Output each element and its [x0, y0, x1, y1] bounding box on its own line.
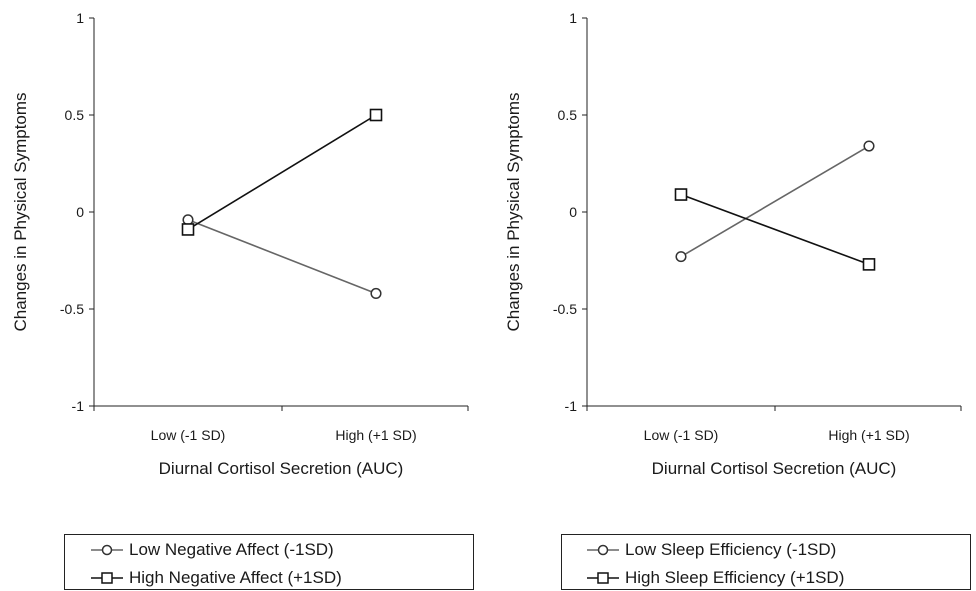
- circle-marker-icon: [91, 544, 123, 556]
- legend-label: Low Negative Affect (-1SD): [129, 540, 334, 559]
- y-axis-title: Changes in Physical Symptoms: [11, 92, 30, 331]
- y-tick-label: -1: [565, 398, 578, 414]
- y-tick-label: -0.5: [60, 301, 84, 317]
- y-tick-label: 1: [569, 10, 577, 26]
- square-marker-icon: [587, 572, 619, 584]
- chart-panel-sleep-efficiency: -1 -0.5 0 0.5 1 Low (-1 SD) High (+1 SD) Diurna…: [493, 0, 976, 590]
- square-marker-icon: [91, 572, 123, 584]
- legend-entry-high: High Sleep Efficiency (+1SD): [586, 565, 844, 591]
- chart-svg: -1 -0.5 0 0.5 1 Low (-1 SD) High (+1 SD) Diurna…: [11, 10, 469, 478]
- data-point-square: [181, 223, 195, 236]
- data-point-circle: [370, 287, 382, 300]
- chart-svg: -1 -0.5 0 0.5 1 Low (-1 SD) High (+1 SD) Diurna…: [504, 10, 962, 478]
- series-line-high: [680, 193, 870, 266]
- circle-marker-icon: [587, 544, 619, 556]
- x-tick-label: Low (-1 SD): [644, 427, 719, 443]
- y-tick-label: -0.5: [553, 301, 577, 317]
- y-tick-label: 0: [569, 204, 577, 220]
- chart-panel-negative-affect: -1 -0.5 0 0.5 1 Low (-1 SD) High (+1 SD) Diurna…: [0, 0, 488, 590]
- legend-label: High Sleep Efficiency (+1SD): [625, 568, 845, 587]
- data-point-square: [674, 188, 688, 201]
- y-axis-title: Changes in Physical Symptoms: [504, 92, 523, 331]
- x-tick-label: Low (-1 SD): [151, 427, 226, 443]
- x-axis-title: Diurnal Cortisol Secretion (AUC): [159, 459, 404, 478]
- x-tick-label: High (+1 SD): [828, 427, 909, 443]
- y-tick-label: 0.5: [65, 107, 85, 123]
- legend-label: Low Sleep Efficiency (-1SD): [625, 540, 837, 559]
- x-tick-label: High (+1 SD): [335, 427, 416, 443]
- legend-entry-low: Low Sleep Efficiency (-1SD): [586, 537, 836, 563]
- legend-entry-high: High Negative Affect (+1SD): [90, 565, 342, 591]
- legend: Low Negative Affect (-1SD) High Negative…: [64, 534, 474, 590]
- y-tick-label: 0.5: [558, 107, 578, 123]
- series-line-high: [187, 114, 377, 231]
- series-line-low: [187, 219, 377, 295]
- legend-entry-low: Low Negative Affect (-1SD): [90, 537, 334, 563]
- y-tick-label: 0: [76, 204, 84, 220]
- data-point-circle: [675, 251, 687, 263]
- data-point-circle: [863, 140, 875, 152]
- x-axis-title: Diurnal Cortisol Secretion (AUC): [652, 459, 897, 478]
- y-tick-label: 1: [76, 10, 84, 26]
- legend-label: High Negative Affect (+1SD): [129, 568, 342, 587]
- series-line-low: [680, 145, 870, 258]
- data-point-circle: [182, 214, 194, 226]
- data-point-square: [862, 258, 876, 271]
- legend: Low Sleep Efficiency (-1SD) High Sleep E…: [561, 534, 971, 590]
- data-point-square: [369, 108, 383, 122]
- y-tick-label: -1: [72, 398, 85, 414]
